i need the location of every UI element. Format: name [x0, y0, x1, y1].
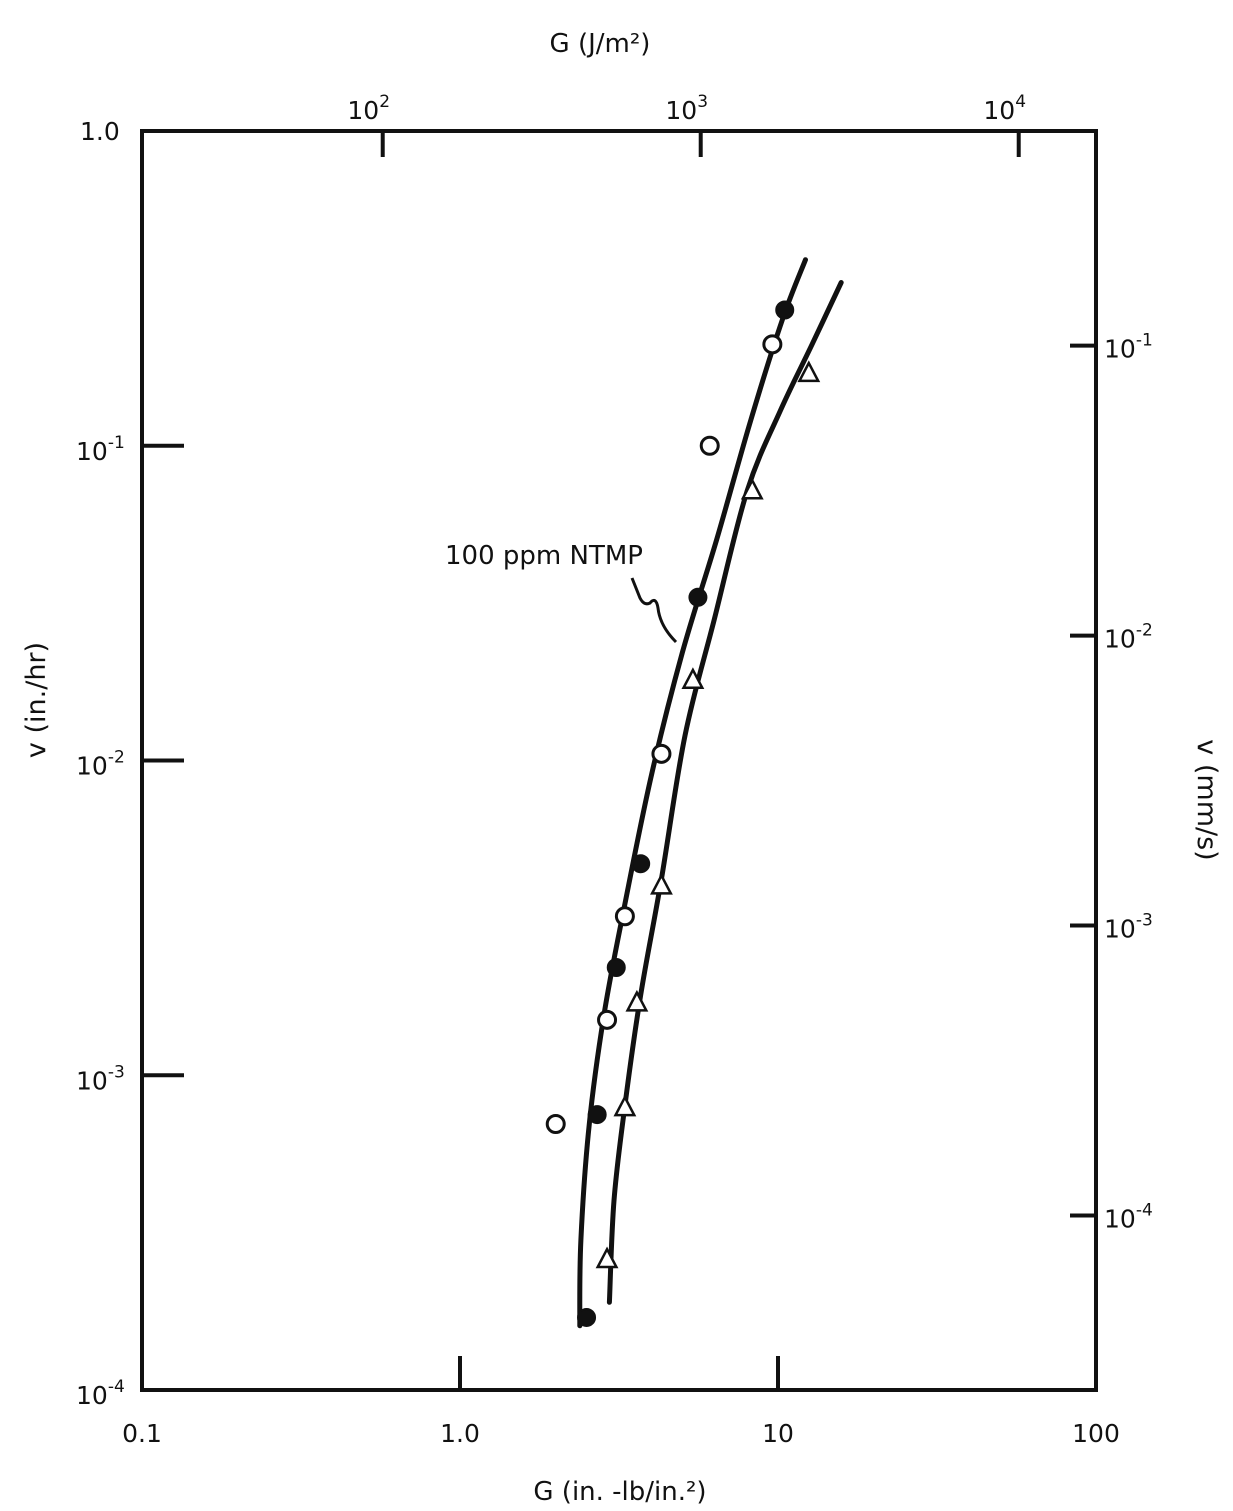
open-circle-point [545, 1114, 566, 1135]
y-left-tick-label: 10-4 [76, 1377, 125, 1410]
plot-frame [140, 129, 1098, 1392]
x-top-axis-title: G (J/m²) [550, 29, 651, 59]
open-triangle-point [740, 477, 764, 500]
filled-circle-point [606, 957, 626, 977]
y-left-tick-label: 10-3 [76, 1062, 125, 1095]
filled-circle-point [631, 854, 651, 874]
open-triangle-point [613, 1094, 637, 1117]
x-bottom-tick-label: 100 [1072, 1419, 1120, 1448]
y-right-tick-label: 10-1 [1104, 331, 1153, 364]
open-triangle-point [797, 360, 821, 383]
fit-curve-1 [577, 257, 808, 1329]
y-left-tick-label: 1.0 [80, 117, 120, 146]
filled-circle-point [587, 1105, 607, 1125]
y-right-axis-title: v (mm/s) [1191, 739, 1222, 860]
x-bottom-tick-label: 10 [762, 1419, 794, 1448]
open-circle-point [699, 435, 720, 456]
y-right-tick-label: 10-2 [1104, 621, 1153, 654]
filled-circle-point [577, 1307, 597, 1327]
y-left-tick-label: 10-1 [76, 433, 125, 466]
open-triangle-point [625, 989, 649, 1012]
annotation-label: 100 ppm NTMP [445, 541, 643, 571]
annotation-leader-line [630, 577, 678, 644]
x-top-tick-label: 104 [983, 92, 1026, 125]
x-bottom-axis-title: G (in. -lb/in.²) [533, 1477, 706, 1507]
x-bottom-tick-label: 0.1 [122, 1419, 162, 1448]
y-right-tick-label: 10-4 [1104, 1200, 1153, 1233]
x-top-tick-label: 103 [665, 92, 708, 125]
filled-circle-point [688, 587, 708, 607]
x-top-tick-label: 102 [347, 92, 390, 125]
open-circle-point [597, 1009, 618, 1030]
y-left-tick-label: 10-2 [76, 748, 125, 781]
open-circle-point [762, 334, 783, 355]
open-triangle-point [650, 872, 673, 895]
y-right-tick-label: 10-3 [1104, 911, 1153, 944]
open-triangle-point [595, 1246, 619, 1269]
open-triangle-point [681, 667, 705, 690]
open-circle-point [614, 906, 635, 927]
filled-circle-point [775, 300, 795, 320]
open-circle-point [651, 743, 672, 764]
x-bottom-tick-label: 1.0 [440, 1419, 480, 1448]
fit-curve-2 [606, 280, 844, 1305]
y-left-axis-title: v (in./hr) [21, 642, 52, 758]
